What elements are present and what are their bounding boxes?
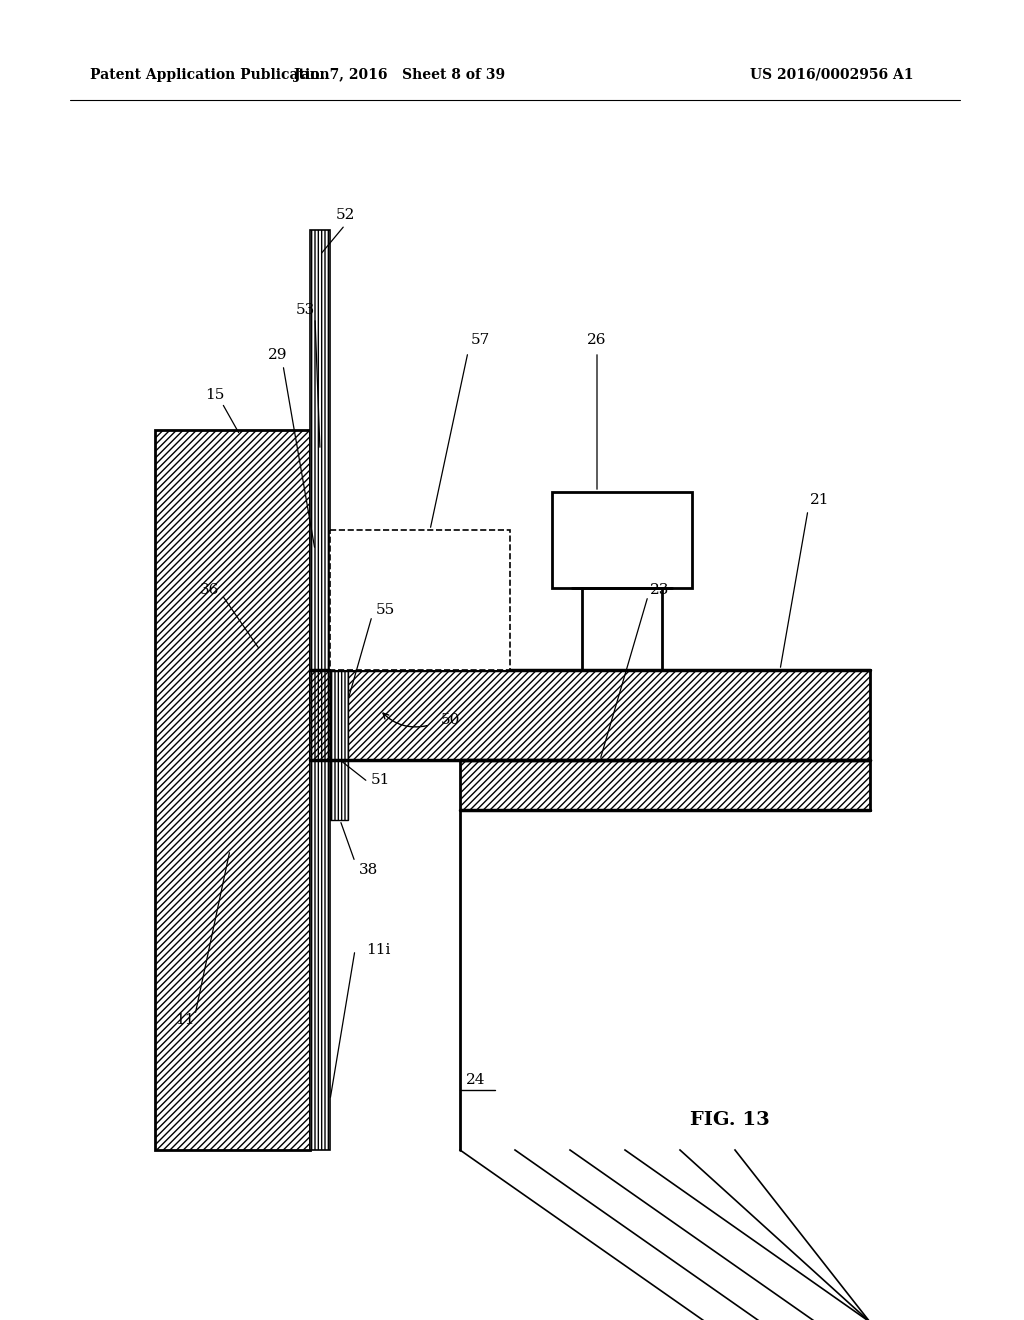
- Text: 57: 57: [470, 333, 489, 347]
- Bar: [330, 531, 510, 671]
- Bar: [330, 671, 348, 820]
- Text: FIG. 13: FIG. 13: [690, 1111, 770, 1129]
- Text: 52: 52: [335, 209, 354, 222]
- Text: Jan. 7, 2016   Sheet 8 of 39: Jan. 7, 2016 Sheet 8 of 39: [295, 69, 506, 82]
- Text: 53: 53: [295, 304, 314, 317]
- Text: 26: 26: [587, 333, 607, 347]
- Text: 11i: 11i: [366, 942, 390, 957]
- Bar: [552, 492, 692, 587]
- Bar: [310, 671, 870, 760]
- Text: 11: 11: [175, 1012, 195, 1027]
- Text: 24: 24: [466, 1073, 485, 1086]
- Text: 15: 15: [206, 388, 224, 403]
- Bar: [155, 430, 310, 1150]
- Text: 23: 23: [650, 583, 670, 597]
- Text: 29: 29: [268, 348, 288, 362]
- Text: US 2016/0002956 A1: US 2016/0002956 A1: [750, 69, 913, 82]
- Bar: [310, 671, 870, 760]
- Bar: [155, 430, 310, 1150]
- Bar: [310, 230, 330, 1150]
- Bar: [460, 760, 870, 810]
- Text: 55: 55: [376, 603, 394, 616]
- Text: 36: 36: [201, 583, 220, 597]
- Bar: [460, 760, 870, 810]
- Text: 21: 21: [810, 492, 829, 507]
- Text: 51: 51: [371, 774, 390, 787]
- Text: 50: 50: [440, 713, 460, 727]
- Text: Patent Application Publication: Patent Application Publication: [90, 69, 330, 82]
- Bar: [330, 671, 348, 820]
- Bar: [310, 230, 330, 1150]
- Text: 38: 38: [358, 863, 378, 876]
